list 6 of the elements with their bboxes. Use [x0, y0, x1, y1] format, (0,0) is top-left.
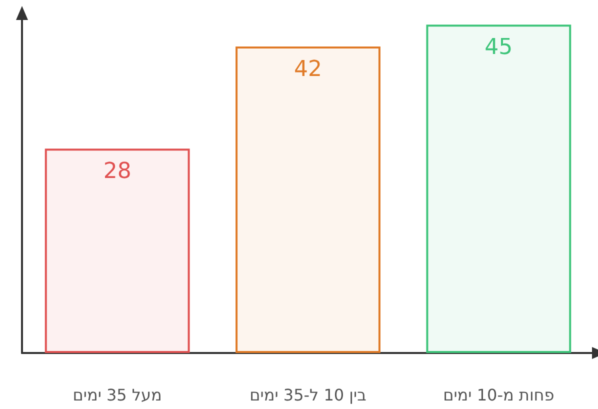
data-label: 45 [484, 35, 513, 60]
x-tick-label: פחות מ-10 ימים [443, 386, 554, 404]
x-tick-label: בין 10 ל-35 ימים [250, 386, 366, 404]
data-label: 28 [103, 159, 132, 184]
x-tick-label: מעל 35 ימים [72, 386, 162, 404]
data-label: 42 [294, 56, 322, 82]
